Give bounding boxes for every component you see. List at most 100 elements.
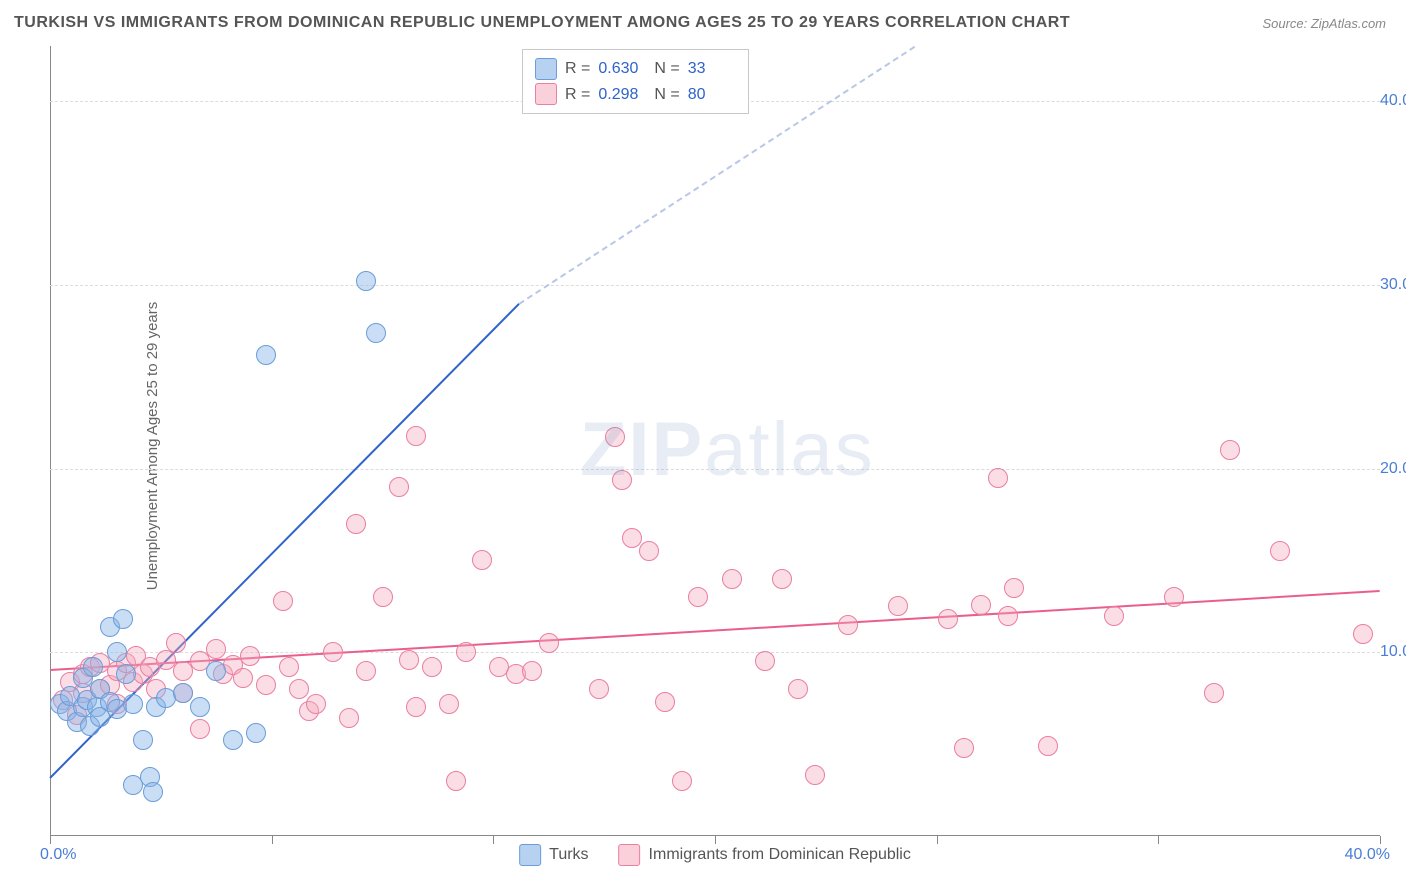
- scatter-point-dominican: [323, 642, 343, 662]
- scatter-point-dominican: [273, 591, 293, 611]
- scatter-point-dominican: [456, 642, 476, 662]
- scatter-point-dominican: [306, 694, 326, 714]
- scatter-point-dominican: [289, 679, 309, 699]
- scatter-point-dominican: [805, 765, 825, 785]
- y-tick-label: 10.0%: [1380, 643, 1406, 661]
- x-tick-label-max: 40.0%: [1345, 846, 1390, 864]
- x-tick-label-min: 0.0%: [40, 846, 76, 864]
- scatter-point-dominican: [755, 651, 775, 671]
- scatter-point-dominican: [1004, 578, 1024, 598]
- scatter-point-dominican: [688, 587, 708, 607]
- x-tick-mark: [272, 836, 273, 844]
- scatter-point-dominican: [406, 697, 426, 717]
- scatter-point-turks: [223, 730, 243, 750]
- scatter-point-dominican: [233, 668, 253, 688]
- scatter-point-turks: [83, 657, 103, 677]
- scatter-point-dominican: [988, 468, 1008, 488]
- scatter-point-dominican: [1353, 624, 1373, 644]
- swatch-blue-icon: [535, 58, 557, 80]
- scatter-point-dominican: [772, 569, 792, 589]
- scatter-point-dominican: [1104, 606, 1124, 626]
- scatter-point-dominican: [356, 661, 376, 681]
- scatter-point-turks: [206, 661, 226, 681]
- scatter-point-dominican: [539, 633, 559, 653]
- scatter-point-turks: [256, 345, 276, 365]
- legend-item-dominican: Immigrants from Dominican Republic: [619, 844, 911, 866]
- legend: Turks Immigrants from Dominican Republic: [519, 844, 911, 866]
- source-credit: Source: ZipAtlas.com: [1262, 16, 1386, 31]
- scatter-point-dominican: [655, 692, 675, 712]
- x-tick-mark: [715, 836, 716, 844]
- scatter-point-dominican: [206, 639, 226, 659]
- scatter-point-dominican: [166, 633, 186, 653]
- scatter-point-dominican: [339, 708, 359, 728]
- stat-n-dominican: 80: [688, 82, 736, 108]
- stat-n-turks: 33: [688, 56, 736, 82]
- chart-title: TURKISH VS IMMIGRANTS FROM DOMINICAN REP…: [14, 14, 1070, 32]
- y-tick-label: 30.0%: [1380, 276, 1406, 294]
- scatter-point-dominican: [240, 646, 260, 666]
- x-tick-mark: [1380, 836, 1381, 844]
- scatter-point-dominican: [422, 657, 442, 677]
- scatter-point-dominican: [1270, 541, 1290, 561]
- scatter-point-turks: [113, 609, 133, 629]
- y-tick-label: 40.0%: [1380, 92, 1406, 110]
- scatter-point-turks: [143, 782, 163, 802]
- scatter-point-dominican: [190, 719, 210, 739]
- plot-region: 10.0%20.0%30.0%40.0%: [50, 46, 1380, 836]
- stats-row-dominican: R = 0.298 N = 80: [535, 82, 736, 108]
- scatter-point-dominican: [346, 514, 366, 534]
- legend-label-dominican: Immigrants from Dominican Republic: [649, 846, 911, 864]
- x-tick-mark: [493, 836, 494, 844]
- swatch-pink-icon: [535, 83, 557, 105]
- scatter-point-dominican: [373, 587, 393, 607]
- scatter-point-dominican: [439, 694, 459, 714]
- scatter-point-turks: [246, 723, 266, 743]
- x-tick-mark: [937, 836, 938, 844]
- stats-row-turks: R = 0.630 N = 33: [535, 56, 736, 82]
- scatter-point-dominican: [605, 427, 625, 447]
- scatter-point-turks: [116, 664, 136, 684]
- scatter-point-dominican: [279, 657, 299, 677]
- scatter-point-dominican: [446, 771, 466, 791]
- scatter-point-dominican: [389, 477, 409, 497]
- scatter-point-turks: [173, 683, 193, 703]
- y-tick-label: 20.0%: [1380, 460, 1406, 478]
- scatter-point-dominican: [589, 679, 609, 699]
- scatter-point-dominican: [1164, 587, 1184, 607]
- scatter-point-dominican: [256, 675, 276, 695]
- scatter-point-dominican: [788, 679, 808, 699]
- scatter-point-dominican: [1204, 683, 1224, 703]
- scatter-point-turks: [133, 730, 153, 750]
- stats-box: R = 0.630 N = 33 R = 0.298 N = 80: [522, 49, 749, 114]
- scatter-point-dominican: [639, 541, 659, 561]
- swatch-blue-icon: [519, 844, 541, 866]
- chart-area: 10.0%20.0%30.0%40.0% ZIPatlas R = 0.630 …: [50, 46, 1380, 836]
- y-axis-line: [50, 46, 51, 836]
- stat-r-turks: 0.630: [598, 56, 646, 82]
- stat-label: N =: [654, 82, 679, 108]
- stat-label: R =: [565, 56, 590, 82]
- scatter-point-dominican: [722, 569, 742, 589]
- scatter-point-dominican: [612, 470, 632, 490]
- gridline-h: [50, 469, 1380, 470]
- scatter-point-dominican: [838, 615, 858, 635]
- gridline-h: [50, 285, 1380, 286]
- scatter-point-turks: [107, 642, 127, 662]
- scatter-point-dominican: [888, 596, 908, 616]
- stat-r-dominican: 0.298: [598, 82, 646, 108]
- scatter-point-dominican: [1038, 736, 1058, 756]
- scatter-point-dominican: [672, 771, 692, 791]
- stat-label: R =: [565, 82, 590, 108]
- scatter-point-turks: [123, 694, 143, 714]
- scatter-point-dominican: [399, 650, 419, 670]
- scatter-point-dominican: [998, 606, 1018, 626]
- scatter-point-dominican: [406, 426, 426, 446]
- scatter-point-dominican: [938, 609, 958, 629]
- x-tick-mark: [50, 836, 51, 844]
- scatter-point-turks: [366, 323, 386, 343]
- legend-item-turks: Turks: [519, 844, 588, 866]
- scatter-point-turks: [356, 271, 376, 291]
- swatch-pink-icon: [619, 844, 641, 866]
- stat-label: N =: [654, 56, 679, 82]
